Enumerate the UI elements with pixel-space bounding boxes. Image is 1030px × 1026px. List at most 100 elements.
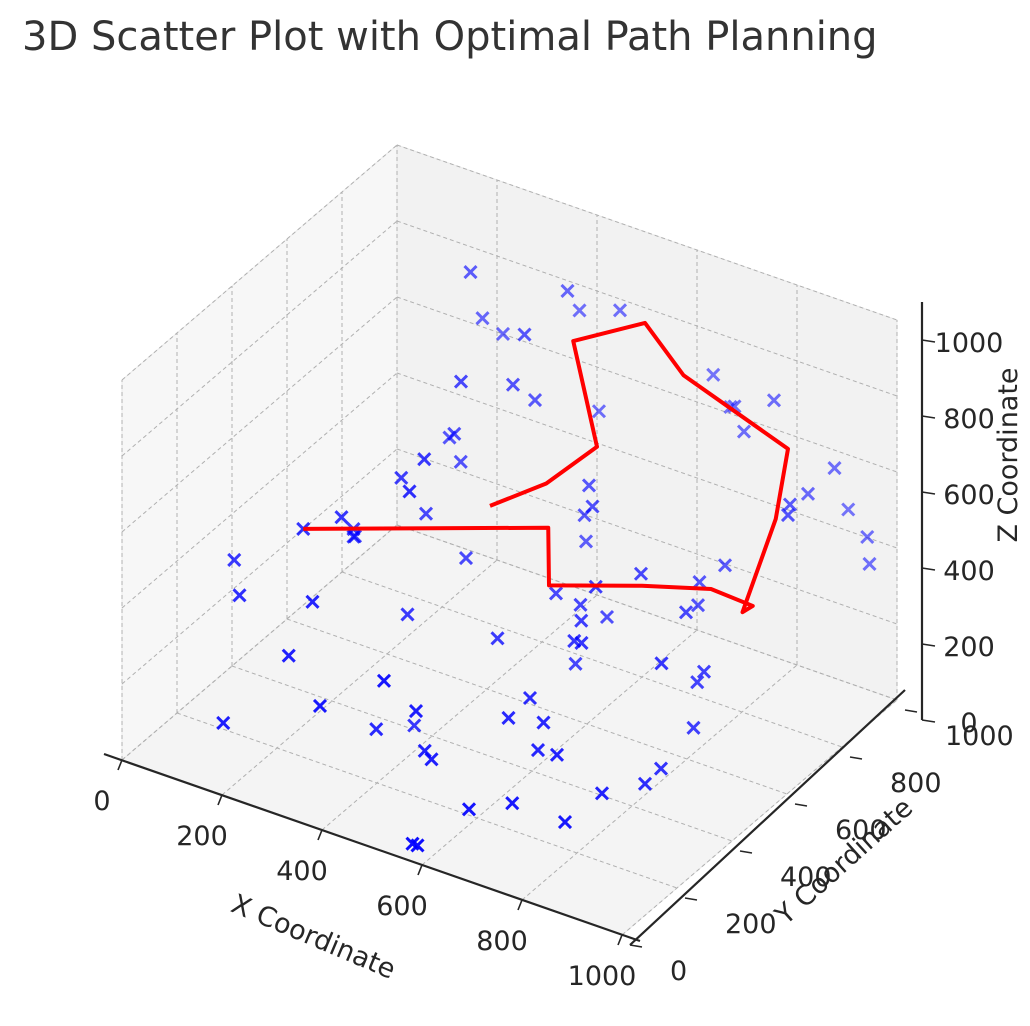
y-tick-label: 200: [725, 909, 777, 940]
scatter-point: [501, 710, 516, 726]
grid-z-left: [121, 296, 398, 533]
x-tick-label: 1000: [568, 961, 637, 992]
scatter-point: [841, 502, 856, 517]
scatter-point: [424, 752, 439, 767]
tick-marks: [117, 339, 936, 948]
scatter-point: [717, 558, 733, 573]
scatter-point: [408, 704, 424, 719]
scatter-point: [862, 556, 877, 571]
scatter-point: [594, 786, 610, 801]
scatter-point: [572, 303, 587, 318]
scatter-point: [568, 656, 583, 671]
scatter-point: [490, 631, 505, 646]
z-tick-label: 800: [943, 404, 995, 435]
scatter-point: [475, 311, 490, 326]
z-tick-mark: [921, 339, 936, 343]
y-tick-label: 1000: [945, 721, 1014, 752]
scatter-point: [505, 796, 520, 811]
scatter-point: [463, 264, 478, 280]
y-tick-mark: [904, 709, 918, 713]
scatter-point: [346, 529, 361, 544]
z-tick-mark: [921, 719, 936, 723]
scatter-point: [312, 698, 328, 714]
z-tick-mark: [921, 567, 936, 571]
scatter-point: [216, 715, 231, 731]
scatter-point: [442, 430, 457, 445]
grid-y-floor: [286, 618, 788, 795]
scatter-point: [653, 761, 669, 776]
scatter-point: [654, 656, 669, 671]
optimal-path-line: [303, 320, 790, 615]
x-axis-label: X Coordinate: [227, 889, 400, 986]
scatter-point: [637, 776, 653, 791]
z-tick-label: 0: [960, 708, 977, 739]
grid-z-back: [396, 448, 898, 625]
scatter-point: [827, 460, 842, 476]
scatter-point: [612, 303, 628, 318]
scatter-point: [453, 454, 468, 469]
y-tick-label: 600: [835, 815, 887, 846]
scatter-point: [692, 574, 707, 590]
axis-spines: [103, 302, 924, 946]
scatter-point: [549, 747, 565, 762]
grid-z-left: [121, 372, 398, 609]
grid-z-back: [396, 372, 898, 549]
z-tick-mark: [921, 491, 936, 495]
y-tick-mark: [794, 803, 808, 807]
scatter-points: [216, 264, 877, 853]
scatter-point: [782, 497, 798, 512]
scatter-point: [557, 815, 573, 830]
z-tick-mark: [921, 415, 936, 419]
x-tick-mark: [417, 864, 423, 876]
z-tick-label: 1000: [935, 328, 1004, 359]
scatter-point: [633, 566, 649, 581]
grid-x-floor: [321, 594, 598, 831]
scatter-point: [410, 838, 425, 853]
grid-z-left: [121, 524, 398, 761]
scatter-point: [548, 586, 564, 601]
scatter-point: [766, 393, 782, 408]
scatter-point: [369, 722, 384, 737]
scatter-point: [696, 664, 712, 679]
grid-y-floor: [396, 524, 898, 701]
grid-z-back: [396, 144, 898, 321]
grid-z-left: [121, 448, 398, 685]
scatter-point: [453, 374, 469, 389]
x-tick-label: 0: [93, 786, 110, 817]
scatter-point: [402, 484, 417, 499]
scatter-point: [578, 534, 594, 549]
scatter-point: [517, 327, 532, 342]
scatter-point: [400, 607, 415, 622]
z-tick-label: 200: [943, 632, 995, 663]
scatter-point: [591, 404, 607, 419]
scatter-point: [334, 510, 349, 525]
scatter-point: [585, 499, 600, 514]
scatter-point: [376, 673, 392, 688]
scatter-point: [227, 552, 242, 567]
y-tick-label: 400: [780, 862, 832, 893]
scatter-point: [527, 392, 543, 408]
grid-x-floor: [221, 559, 498, 796]
y-tick-label: 0: [670, 956, 687, 987]
scatter-point: [418, 506, 434, 521]
z-tick-mark: [921, 643, 936, 647]
scatter-point: [573, 597, 588, 612]
x-tick-label: 600: [376, 891, 428, 922]
y-tick-label: 800: [890, 768, 942, 799]
scatter-point: [574, 635, 589, 651]
scatter-point: [232, 588, 247, 603]
scatter-point: [686, 720, 701, 735]
scatter-point: [736, 424, 752, 439]
chart-title: 3D Scatter Plot with Optimal Path Planni…: [22, 14, 878, 60]
scatter-point: [281, 648, 296, 663]
y-tick-mark: [684, 897, 698, 901]
grid-y-floor: [341, 571, 843, 748]
scatter-point: [690, 675, 705, 690]
scatter-point: [407, 718, 422, 733]
x-tick-mark: [217, 794, 223, 806]
scatter-point: [536, 715, 551, 730]
y-tick-mark: [629, 944, 643, 948]
grid-z-left: [121, 220, 398, 457]
scatter-point: [574, 613, 589, 628]
